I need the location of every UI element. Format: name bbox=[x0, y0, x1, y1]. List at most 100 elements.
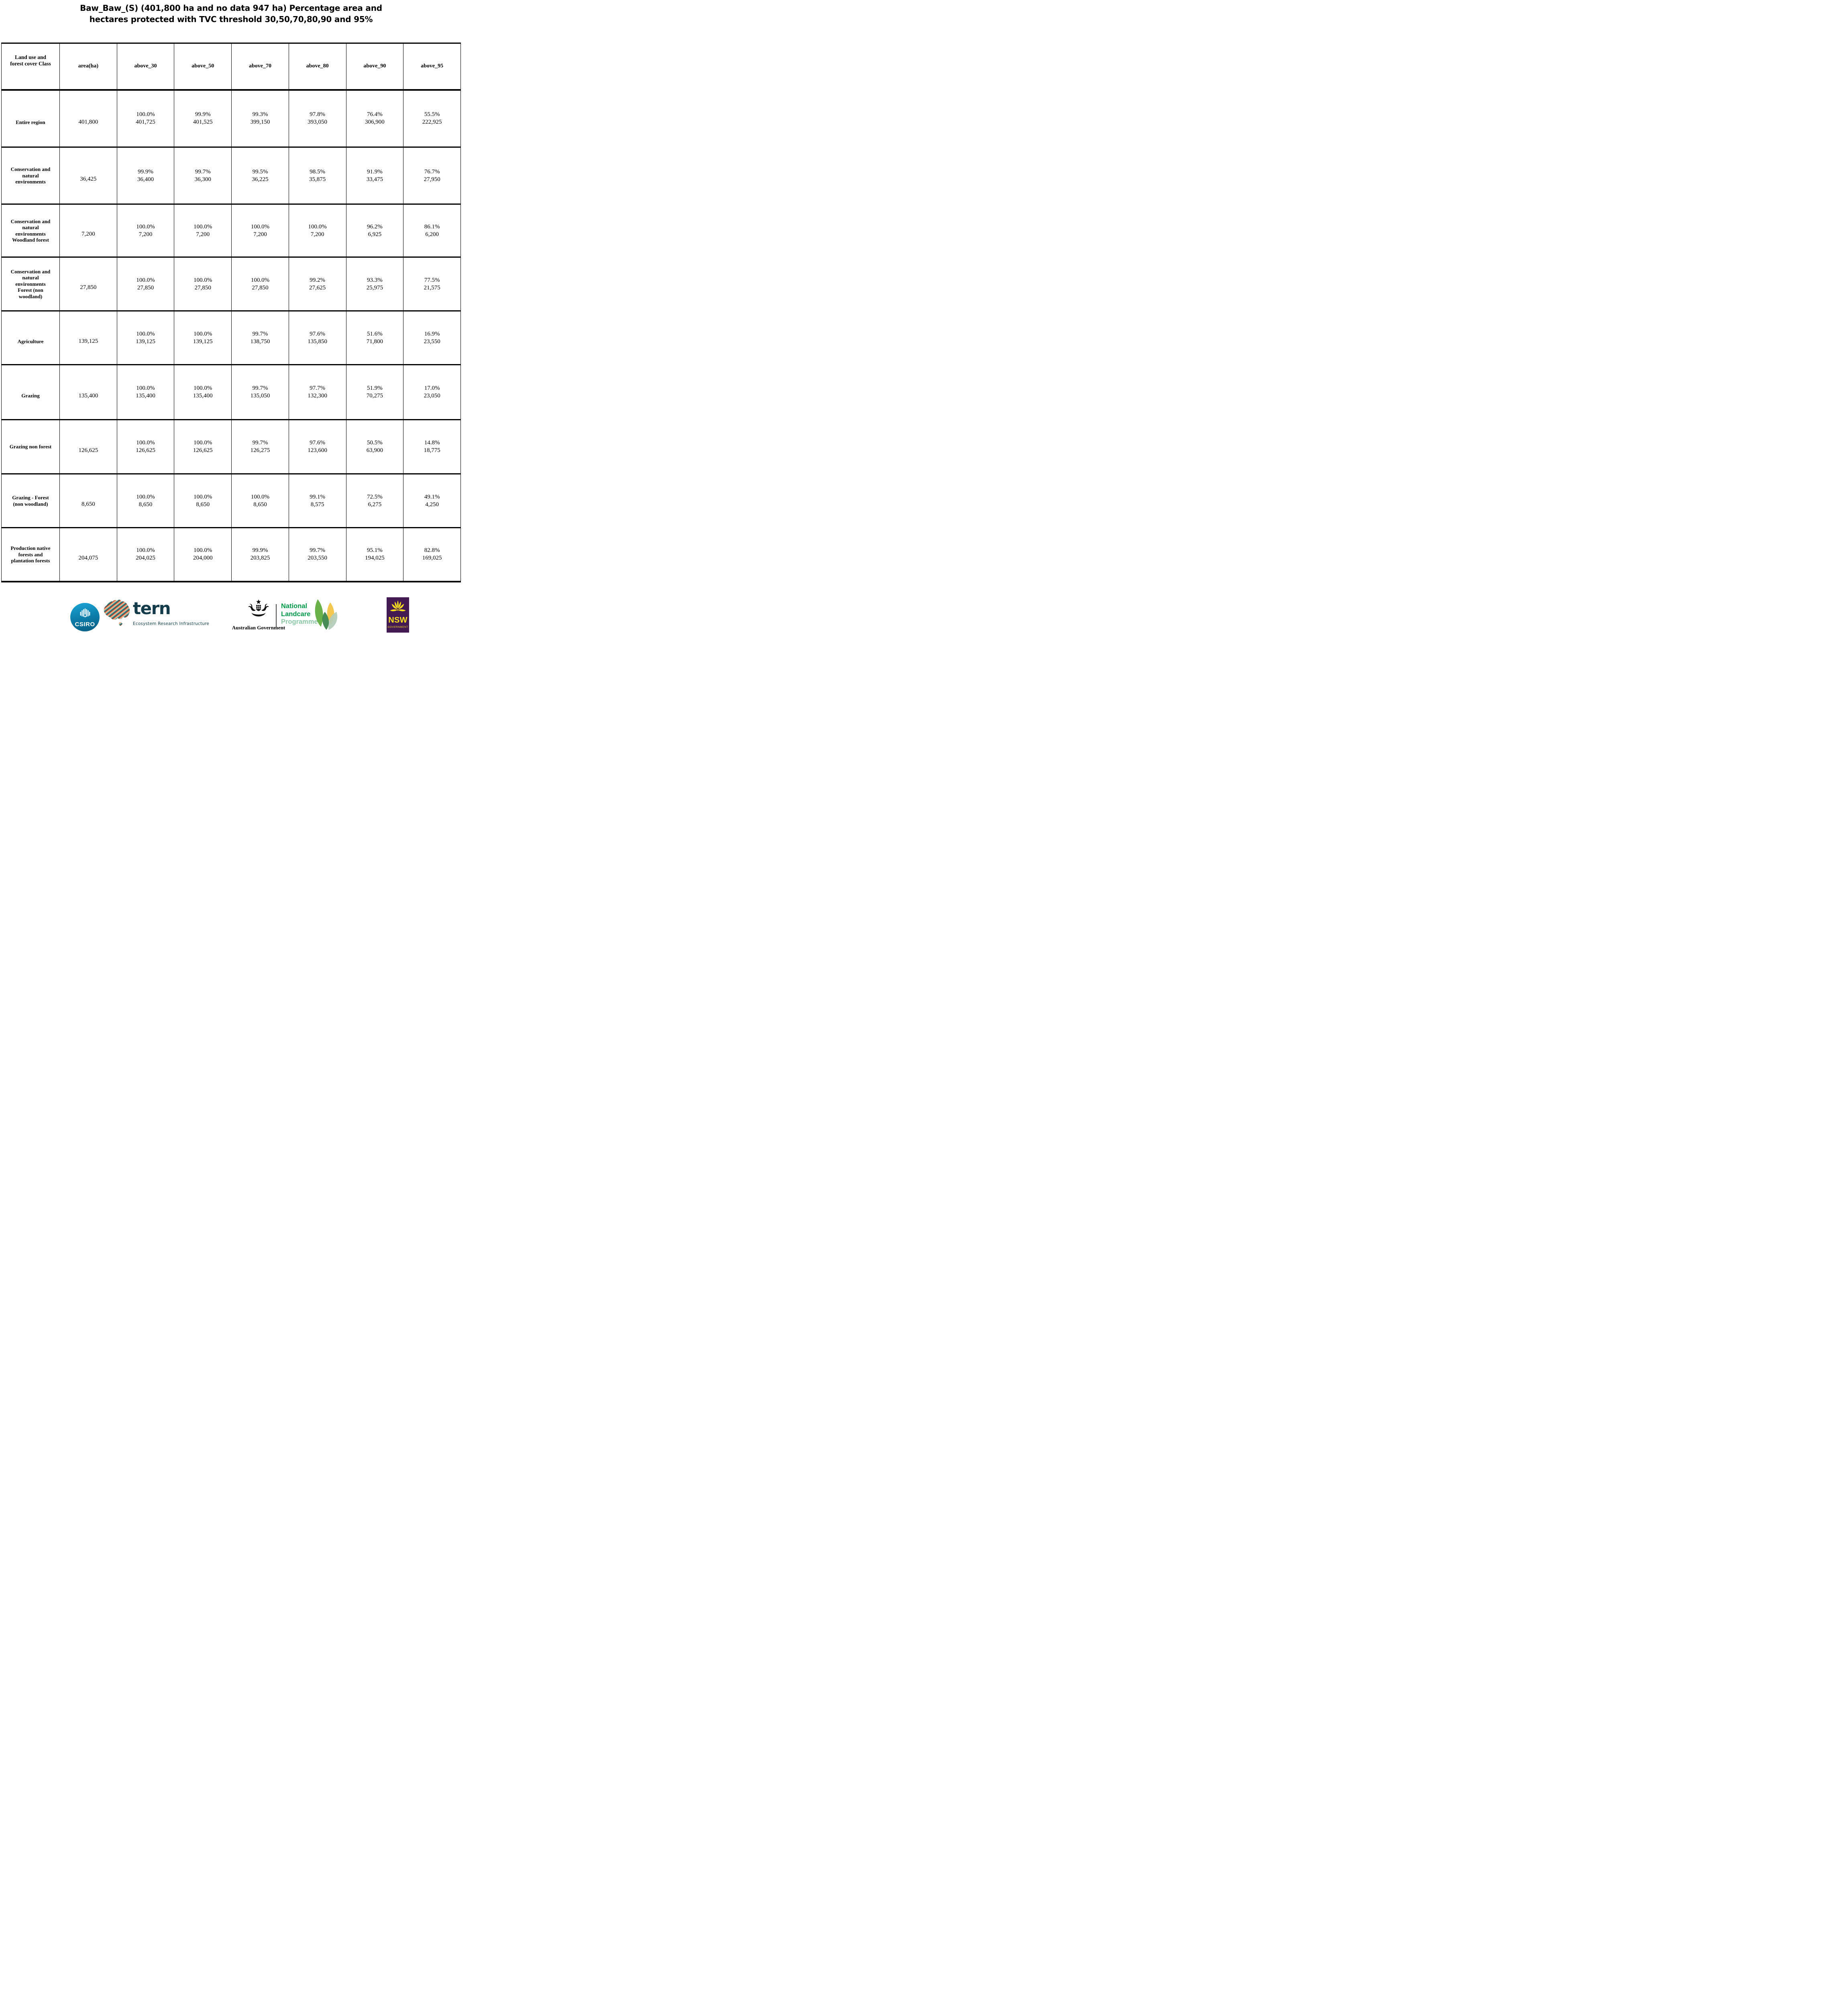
cell-value: 393,050 bbox=[308, 119, 328, 126]
data-cell: 72.5% 6,275 bbox=[346, 474, 403, 528]
data-cell: 51.6% 71,800 bbox=[346, 311, 403, 365]
cell-pct: 95.1% bbox=[367, 547, 383, 554]
cell-pct: 100.0% bbox=[251, 223, 270, 230]
cell-value: 27,950 bbox=[424, 176, 440, 183]
cell-value: 23,550 bbox=[424, 338, 440, 345]
tern-wordmark: tern Ecosystem Research Infrastructure bbox=[133, 598, 210, 627]
data-cell: 100.0% 204,025 bbox=[116, 527, 174, 582]
tern-tagline: Ecosystem Research Infrastructure bbox=[133, 621, 210, 626]
data-cell: 100.0% 7,200 bbox=[174, 204, 232, 257]
area-cell: 135,400 bbox=[59, 364, 117, 420]
area-value: 7,200 bbox=[81, 231, 95, 237]
data-cell: 100.0% 204,000 bbox=[174, 527, 232, 582]
data-cell: 14.8% 18,775 bbox=[403, 419, 461, 474]
data-cell: 76.4% 306,900 bbox=[346, 90, 403, 147]
cell-pct: 86.1% bbox=[424, 223, 440, 230]
cell-pct: 97.8% bbox=[310, 111, 326, 118]
cell-pct: 100.0% bbox=[136, 277, 155, 283]
data-cell: 99.7% 126,275 bbox=[231, 419, 289, 474]
cell-pct: 100.0% bbox=[136, 440, 155, 446]
area-cell: 126,625 bbox=[59, 419, 117, 474]
cell-pct: 99.2% bbox=[310, 277, 326, 283]
landcare-line-2: Landcare bbox=[281, 610, 311, 618]
table-row: Grazing 135,400 100.0% 135,400 100.0% 135,… bbox=[1, 364, 461, 420]
row-label: Conservation and natural environments Fo… bbox=[10, 268, 51, 299]
cell-pct: 96.2% bbox=[367, 223, 383, 230]
data-cell: 99.9% 36,400 bbox=[116, 147, 174, 204]
data-cell: 97.6% 123,600 bbox=[288, 419, 346, 474]
cell-pct: 100.0% bbox=[194, 385, 212, 391]
nsw-government-logo: NSW GOVERNMENT bbox=[387, 597, 409, 633]
area-value: 8,650 bbox=[81, 501, 95, 507]
data-cell: 99.3% 399,150 bbox=[231, 90, 289, 147]
cell-value: 33,475 bbox=[366, 176, 383, 183]
table-row: Entire region 401,800 100.0% 401,725 99.9… bbox=[2, 90, 461, 147]
cell-pct: 99.7% bbox=[252, 330, 268, 337]
column-header-above-80: above_80 bbox=[288, 43, 346, 90]
cell-pct: 76.7% bbox=[424, 168, 440, 175]
data-cell: 100.0% 27,850 bbox=[174, 257, 232, 311]
data-cell: 99.9% 203,825 bbox=[231, 527, 289, 582]
cell-value: 138,750 bbox=[250, 338, 270, 345]
area-value: 204,075 bbox=[78, 554, 98, 561]
tern-label: tern bbox=[133, 598, 171, 618]
data-cell: 99.7% 135,050 bbox=[231, 364, 289, 420]
data-cell: 97.6% 135,850 bbox=[288, 311, 346, 365]
cell-value: 6,200 bbox=[425, 231, 439, 238]
data-cell: 100.0% 27,850 bbox=[116, 257, 174, 311]
data-cell: 100.0% 7,200 bbox=[116, 204, 174, 257]
footer-divider bbox=[276, 604, 277, 627]
row-label-cell: Agriculture bbox=[2, 311, 60, 365]
cell-value: 8,650 bbox=[196, 501, 210, 508]
data-cell: 17.0% 23,050 bbox=[403, 364, 461, 420]
data-cell: 99.9% 401,525 bbox=[174, 90, 232, 147]
data-cell: 100.0% 139,125 bbox=[174, 311, 232, 365]
cell-pct: 99.7% bbox=[310, 547, 326, 554]
row-label: Grazing bbox=[21, 393, 40, 399]
row-label-cell: Grazing bbox=[2, 365, 60, 420]
row-label: Agriculture bbox=[17, 338, 44, 344]
nsw-label: NSW bbox=[388, 616, 407, 625]
logo-footer: CSIRO tern Ecosystem Research Infrastruc… bbox=[0, 597, 462, 634]
cell-pct: 51.6% bbox=[367, 330, 383, 337]
area-value: 36,425 bbox=[80, 176, 97, 182]
cell-pct: 100.0% bbox=[251, 493, 270, 500]
data-cell: 99.7% 203,550 bbox=[288, 527, 346, 582]
row-label: Grazing non forest bbox=[9, 444, 52, 450]
area-cell: 204,075 bbox=[59, 527, 117, 582]
landcare-line-3: Programme bbox=[281, 618, 318, 625]
data-cell: 16.9% 23,550 bbox=[403, 311, 461, 365]
cell-pct: 91.9% bbox=[367, 168, 383, 175]
cell-value: 27,850 bbox=[137, 284, 154, 291]
data-cell: 100.0% 8,650 bbox=[116, 474, 174, 528]
cell-pct: 100.0% bbox=[194, 330, 212, 337]
data-cell: 100.0% 7,200 bbox=[231, 204, 289, 257]
area-value: 139,125 bbox=[78, 338, 98, 344]
cell-value: 8,650 bbox=[139, 501, 153, 508]
cell-pct: 100.0% bbox=[136, 547, 155, 554]
cell-value: 4,250 bbox=[425, 501, 439, 508]
cell-value: 126,625 bbox=[136, 447, 155, 454]
cell-pct: 99.9% bbox=[252, 547, 268, 554]
cell-value: 71,800 bbox=[366, 338, 383, 345]
cell-pct: 100.0% bbox=[194, 223, 212, 230]
column-header-above-50: above_50 bbox=[174, 43, 232, 90]
cell-value: 23,050 bbox=[424, 393, 440, 399]
csiro-logo: CSIRO bbox=[70, 603, 100, 631]
data-cell: 97.7% 132,300 bbox=[288, 364, 346, 420]
cell-pct: 99.3% bbox=[252, 111, 268, 118]
cell-value: 306,900 bbox=[365, 119, 385, 126]
row-label: Production native forests and plantation… bbox=[10, 545, 51, 564]
cell-value: 7,200 bbox=[310, 231, 324, 238]
cell-pct: 100.0% bbox=[194, 277, 212, 283]
cell-pct: 99.7% bbox=[252, 385, 268, 391]
cell-pct: 16.9% bbox=[424, 330, 440, 337]
cell-pct: 100.0% bbox=[194, 493, 212, 500]
nsw-waratah-icon bbox=[389, 600, 406, 615]
cell-value: 21,575 bbox=[424, 284, 440, 291]
row-label: Grazing - Forest (non woodland) bbox=[12, 495, 49, 507]
cell-value: 126,625 bbox=[193, 447, 213, 454]
cell-value: 139,125 bbox=[193, 338, 213, 345]
cell-value: 126,275 bbox=[250, 447, 270, 454]
cell-value: 204,000 bbox=[193, 555, 213, 562]
